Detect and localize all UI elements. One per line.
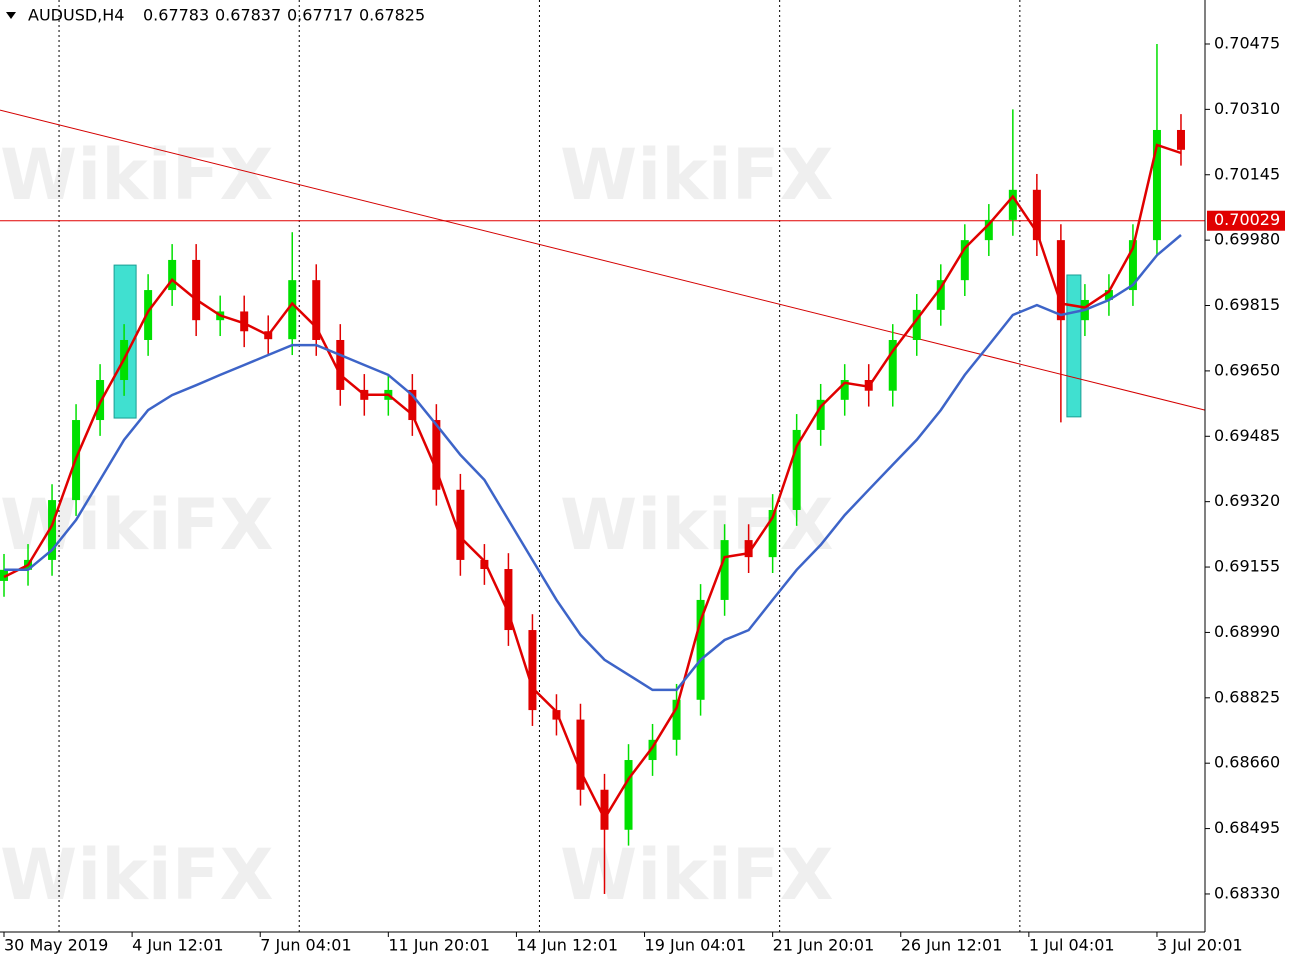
candle-body bbox=[456, 489, 465, 560]
current-price-box bbox=[1207, 210, 1285, 231]
menu-arrow[interactable] bbox=[6, 12, 16, 19]
y-tick-label: 0.68660 bbox=[1214, 753, 1280, 772]
x-tick-label: 3 Jul 20:01 bbox=[1157, 936, 1243, 955]
candle-body bbox=[912, 309, 921, 340]
candle-body bbox=[168, 259, 177, 291]
quote: 0.67783 bbox=[143, 6, 209, 25]
y-tick-label: 0.68825 bbox=[1214, 687, 1280, 706]
symbol: AUDUSD,H4 bbox=[28, 6, 124, 25]
candle-body bbox=[0, 569, 9, 581]
moving-average bbox=[4, 234, 1182, 692]
x-tick-label: 7 Jun 04:01 bbox=[260, 936, 351, 955]
candle-body bbox=[1152, 129, 1161, 241]
y-tick-label: 0.70145 bbox=[1214, 164, 1280, 183]
candle-body bbox=[144, 290, 153, 340]
candle-body bbox=[816, 399, 825, 430]
y-tick-label: 0.69320 bbox=[1214, 491, 1280, 510]
candle-body bbox=[48, 500, 57, 560]
candle-body bbox=[480, 559, 489, 570]
candle-body bbox=[936, 280, 945, 310]
candle-body bbox=[1128, 240, 1137, 291]
y-tick-label: 0.69980 bbox=[1214, 230, 1280, 249]
y-tick-label: 0.69155 bbox=[1214, 557, 1280, 576]
candle-body bbox=[336, 339, 345, 390]
candle-body bbox=[240, 311, 249, 332]
candle-body bbox=[1008, 189, 1017, 220]
candle-body bbox=[984, 219, 993, 241]
y-tick-label: 0.70310 bbox=[1214, 99, 1280, 118]
candle-body bbox=[720, 540, 729, 600]
x-tick-label: 4 Jun 12:01 bbox=[132, 936, 223, 955]
candle-body bbox=[96, 380, 105, 421]
candle-body bbox=[888, 339, 897, 391]
candle-body bbox=[432, 420, 441, 490]
quote: 0.67825 bbox=[359, 6, 425, 25]
watermark: WikiFX bbox=[0, 134, 274, 216]
y-tick-label: 0.68330 bbox=[1214, 883, 1280, 902]
candle-body bbox=[600, 789, 609, 830]
x-tick-label: 1 Jul 04:01 bbox=[1029, 936, 1115, 955]
y-tick-label: 0.69485 bbox=[1214, 426, 1280, 445]
watermark: WikiFX bbox=[560, 484, 834, 566]
current-price-label: 0.70029 bbox=[1214, 210, 1280, 229]
candle-body bbox=[1056, 240, 1065, 321]
x-tick-label: 14 Jun 12:01 bbox=[516, 936, 618, 955]
y-tick-label: 0.70475 bbox=[1214, 33, 1280, 52]
candle-body bbox=[288, 280, 297, 340]
quote: 0.67717 bbox=[287, 6, 353, 25]
candle-body bbox=[648, 739, 657, 761]
candle-body bbox=[1032, 189, 1041, 241]
candle-body bbox=[408, 389, 417, 421]
y-tick-label: 0.69650 bbox=[1214, 360, 1280, 379]
highlight-box bbox=[1066, 274, 1082, 418]
candle-body bbox=[1176, 129, 1185, 150]
candle-body bbox=[960, 240, 969, 281]
candle-body bbox=[792, 429, 801, 510]
watermark: WikiFX bbox=[560, 134, 834, 216]
watermark: WikiFX bbox=[560, 834, 834, 916]
candle-body bbox=[624, 760, 633, 830]
candle-body bbox=[696, 599, 705, 700]
watermark: WikiFX bbox=[0, 484, 274, 566]
x-tick-label: 19 Jun 04:01 bbox=[645, 936, 747, 955]
candle-body bbox=[528, 630, 537, 711]
candle-body bbox=[1104, 290, 1113, 300]
y-tick-label: 0.69815 bbox=[1214, 295, 1280, 314]
candle-body bbox=[744, 540, 753, 558]
x-tick-label: 26 Jun 12:01 bbox=[901, 936, 1003, 955]
x-tick-label: 21 Jun 20:01 bbox=[773, 936, 875, 955]
candle-body bbox=[672, 699, 681, 740]
trendline bbox=[0, 109, 1206, 411]
candle-body bbox=[504, 569, 513, 631]
y-tick-label: 0.68990 bbox=[1214, 622, 1280, 641]
moving-average bbox=[3, 143, 1182, 822]
watermark: WikiFX bbox=[0, 834, 274, 916]
candle-body bbox=[192, 259, 201, 321]
candle-body bbox=[312, 280, 321, 340]
y-tick-label: 0.68495 bbox=[1214, 818, 1280, 837]
quote: 0.67837 bbox=[215, 6, 281, 25]
candle-body bbox=[840, 380, 849, 400]
candle-body bbox=[576, 719, 585, 790]
candle-body bbox=[768, 509, 777, 558]
x-tick-label: 11 Jun 20:01 bbox=[388, 936, 490, 955]
x-tick-label: 30 May 2019 bbox=[4, 936, 108, 955]
